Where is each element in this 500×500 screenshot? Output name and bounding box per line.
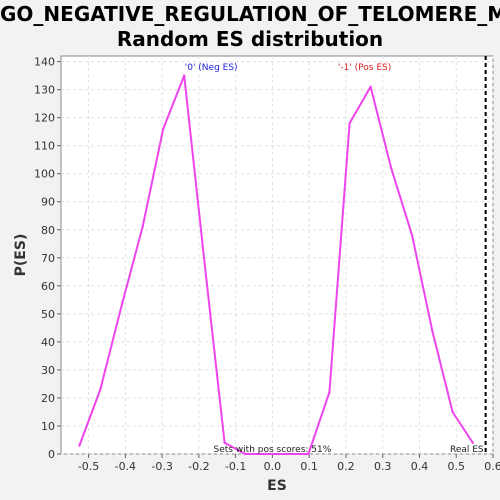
data-point <box>389 166 393 170</box>
y-tick-label: 90 <box>41 196 55 209</box>
plot-area <box>60 55 494 455</box>
x-tick-label: 0.4 <box>411 460 429 473</box>
x-axis-ticks: -0.5 -0.4 -0.3 -0.2 -0.1 0.0 0.1 0.2 0.3 0.4 0.5 0.… <box>78 454 500 473</box>
data-point <box>451 410 454 414</box>
x-tick-label: 0.0 <box>264 460 282 473</box>
x-tick-label: 0.2 <box>337 460 355 473</box>
x-tick-label: -0.3 <box>151 460 172 473</box>
chart-title: GO_NEGATIVE_REGULATION_OF_TELOMERE_MAINT… <box>0 2 500 51</box>
data-point <box>471 441 474 444</box>
series-group <box>78 74 474 456</box>
y-axis-ticks: 0 10 20 30 40 50 60 70 80 90 100 110 120 130 140 <box>34 56 61 461</box>
y-tick-label: 50 <box>41 308 55 321</box>
y-tick-label: 20 <box>41 392 55 405</box>
y-tick-label: 10 <box>41 420 55 433</box>
y-tick-label: 140 <box>34 56 55 69</box>
data-point <box>99 388 102 391</box>
x-tick-label: -0.5 <box>78 460 99 473</box>
y-tick-label: 30 <box>41 364 55 377</box>
neg-es-label: '0' (Neg ES) <box>185 63 238 73</box>
y-tick-label: 110 <box>34 140 55 153</box>
data-point <box>141 225 144 229</box>
x-axis-title: ES <box>267 478 287 494</box>
y-axis-title: P(ES) <box>13 234 29 277</box>
y-tick-label: 40 <box>41 336 55 349</box>
x-tick-label: 0.6 <box>484 460 500 473</box>
pos-es-label: '-1' (Pos ES) <box>338 63 391 73</box>
x-tick-label: 0.1 <box>300 460 318 473</box>
data-point <box>264 452 267 456</box>
data-point <box>328 391 331 394</box>
data-point <box>348 122 351 125</box>
data-point <box>243 452 247 456</box>
pos-scores-label: Sets with pos scores: 51% <box>213 445 331 455</box>
x-tick-label: 0.5 <box>447 460 465 473</box>
y-tick-label: 80 <box>41 224 55 237</box>
x-tick-label: -0.2 <box>188 460 209 473</box>
x-tick-label: -0.1 <box>225 460 246 473</box>
data-point <box>369 85 372 89</box>
data-point <box>285 452 288 456</box>
data-point <box>182 74 186 77</box>
data-point <box>162 127 165 131</box>
data-point <box>202 256 206 260</box>
data-point <box>121 301 124 304</box>
data-point <box>431 329 434 332</box>
data-point <box>223 441 226 444</box>
y-tick-label: 60 <box>41 280 55 293</box>
data-point <box>410 234 414 237</box>
y-tick-label: 0 <box>48 448 55 461</box>
y-tick-label: 120 <box>34 112 55 125</box>
x-tick-label: -0.4 <box>115 460 136 473</box>
series-line <box>78 74 474 455</box>
y-tick-label: 130 <box>34 84 55 97</box>
y-tick-label: 70 <box>41 252 55 265</box>
data-point <box>78 444 81 447</box>
x-tick-label: 0.3 <box>374 460 392 473</box>
grid <box>61 56 494 455</box>
y-tick-label: 100 <box>34 168 55 181</box>
data-point <box>307 452 310 456</box>
real-es-label: Real ES <box>450 445 484 455</box>
